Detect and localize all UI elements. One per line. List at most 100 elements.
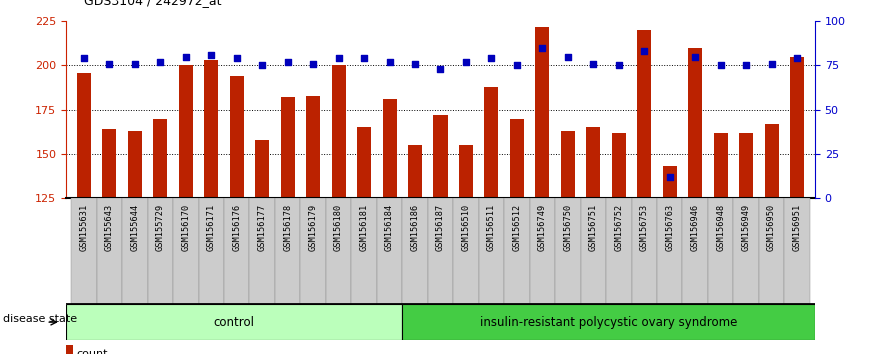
Bar bbox=[790, 57, 804, 198]
Bar bbox=[529, 198, 555, 304]
Bar bbox=[733, 198, 759, 304]
Text: GSM156511: GSM156511 bbox=[487, 204, 496, 251]
Bar bbox=[102, 129, 116, 198]
Text: GSM156752: GSM156752 bbox=[614, 204, 623, 251]
Bar bbox=[611, 133, 626, 198]
Point bbox=[306, 61, 320, 67]
Text: count: count bbox=[77, 349, 108, 354]
Point bbox=[102, 61, 116, 67]
Bar bbox=[536, 27, 550, 198]
Bar bbox=[71, 198, 97, 304]
Text: GSM156950: GSM156950 bbox=[767, 204, 776, 251]
Point bbox=[408, 61, 422, 67]
Text: GSM156176: GSM156176 bbox=[233, 204, 241, 251]
Text: GSM156177: GSM156177 bbox=[258, 204, 267, 251]
Text: GSM156949: GSM156949 bbox=[742, 204, 751, 251]
Point bbox=[179, 54, 193, 59]
Point bbox=[510, 63, 524, 68]
Point bbox=[153, 59, 167, 65]
Bar bbox=[382, 99, 396, 198]
Bar bbox=[300, 198, 326, 304]
Bar bbox=[637, 30, 651, 198]
Point bbox=[485, 56, 499, 61]
Point bbox=[281, 59, 295, 65]
Text: control: control bbox=[213, 316, 255, 329]
Text: GSM155631: GSM155631 bbox=[79, 204, 88, 251]
Point bbox=[714, 63, 728, 68]
Point bbox=[663, 174, 677, 180]
Point bbox=[77, 56, 91, 61]
Bar bbox=[204, 60, 218, 198]
Bar bbox=[657, 198, 683, 304]
Bar bbox=[281, 97, 294, 198]
Text: GSM156171: GSM156171 bbox=[207, 204, 216, 251]
Bar bbox=[249, 198, 275, 304]
Text: GSM156170: GSM156170 bbox=[181, 204, 190, 251]
Bar bbox=[587, 127, 600, 198]
Bar bbox=[306, 96, 320, 198]
Point bbox=[790, 56, 804, 61]
Bar bbox=[66, 304, 402, 340]
Text: GSM156749: GSM156749 bbox=[538, 204, 547, 251]
Point bbox=[739, 63, 753, 68]
Text: GSM156512: GSM156512 bbox=[513, 204, 522, 251]
Text: GSM156510: GSM156510 bbox=[462, 204, 470, 251]
Bar bbox=[230, 76, 244, 198]
Bar bbox=[198, 198, 224, 304]
Bar bbox=[179, 65, 193, 198]
Bar bbox=[453, 198, 478, 304]
Text: disease state: disease state bbox=[4, 314, 78, 324]
Bar bbox=[408, 145, 422, 198]
Point bbox=[637, 48, 651, 54]
Bar bbox=[377, 198, 403, 304]
Text: GSM156951: GSM156951 bbox=[793, 204, 802, 251]
Point bbox=[357, 56, 371, 61]
Point bbox=[331, 56, 345, 61]
Bar bbox=[765, 124, 779, 198]
Text: GSM156179: GSM156179 bbox=[308, 204, 318, 251]
Bar bbox=[606, 198, 632, 304]
Text: GSM156948: GSM156948 bbox=[716, 204, 725, 251]
Point bbox=[688, 54, 702, 59]
Text: GSM156763: GSM156763 bbox=[665, 204, 674, 251]
Text: GSM156187: GSM156187 bbox=[436, 204, 445, 251]
Bar bbox=[708, 198, 733, 304]
Bar bbox=[433, 115, 448, 198]
Bar bbox=[459, 145, 473, 198]
Point bbox=[433, 66, 448, 72]
Bar bbox=[683, 198, 708, 304]
Text: GDS3104 / 242972_at: GDS3104 / 242972_at bbox=[84, 0, 221, 7]
Bar bbox=[128, 131, 142, 198]
Point bbox=[611, 63, 626, 68]
Text: GSM156751: GSM156751 bbox=[589, 204, 598, 251]
Bar bbox=[97, 198, 122, 304]
Text: GSM156186: GSM156186 bbox=[411, 204, 419, 251]
Bar bbox=[759, 198, 784, 304]
Bar bbox=[561, 131, 575, 198]
Text: GSM156180: GSM156180 bbox=[334, 204, 343, 251]
Text: GSM155729: GSM155729 bbox=[156, 204, 165, 251]
Bar bbox=[485, 87, 499, 198]
Point bbox=[382, 59, 396, 65]
Bar bbox=[224, 198, 249, 304]
Bar bbox=[326, 198, 352, 304]
Point bbox=[230, 56, 244, 61]
Point bbox=[459, 59, 473, 65]
Point bbox=[255, 63, 270, 68]
Bar bbox=[739, 133, 753, 198]
Bar bbox=[688, 48, 702, 198]
Text: GSM156184: GSM156184 bbox=[385, 204, 394, 251]
Bar bbox=[632, 198, 657, 304]
Text: GSM156750: GSM156750 bbox=[563, 204, 573, 251]
Bar bbox=[784, 198, 810, 304]
Bar bbox=[478, 198, 504, 304]
Point bbox=[536, 45, 550, 51]
Point bbox=[204, 52, 218, 58]
Bar bbox=[357, 127, 371, 198]
Point bbox=[561, 54, 575, 59]
Bar bbox=[352, 198, 377, 304]
Bar bbox=[77, 73, 91, 198]
Bar bbox=[504, 198, 529, 304]
Bar bbox=[510, 119, 524, 198]
Point bbox=[128, 61, 142, 67]
